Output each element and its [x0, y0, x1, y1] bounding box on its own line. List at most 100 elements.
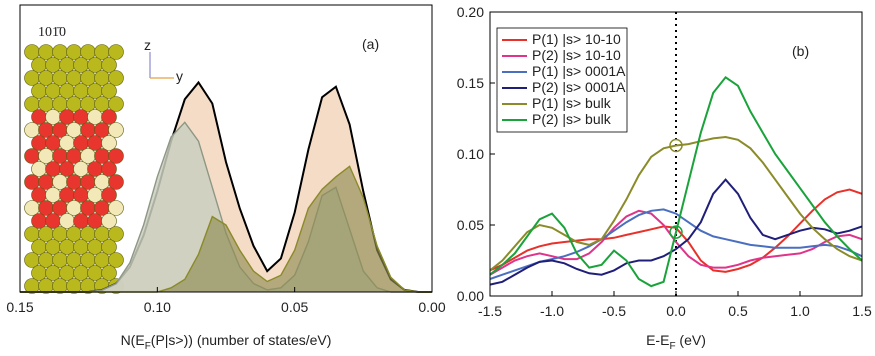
- y-tick-label: 0.10: [457, 146, 484, 162]
- atom: [67, 253, 82, 268]
- x-axis-label: N(EF(P|s>)) (number of states/eV): [121, 332, 332, 352]
- x-tick-label: 0.5: [728, 303, 748, 319]
- atom: [95, 227, 110, 242]
- atom: [67, 71, 82, 86]
- x-tick-label: 0.05: [281, 299, 308, 315]
- atom: [81, 97, 96, 112]
- legend-label: P(1) |s> bulk: [532, 95, 612, 111]
- y-tick-label: 0.00: [457, 288, 484, 304]
- atom: [67, 97, 82, 112]
- atom: [60, 58, 75, 73]
- atom: [88, 266, 103, 281]
- atom: [109, 45, 124, 60]
- legend-label: P(1) |s> 0001A: [532, 63, 626, 79]
- atom: [109, 227, 124, 242]
- atom: [25, 149, 40, 164]
- atom: [67, 201, 82, 216]
- atom: [74, 266, 89, 281]
- atom: [74, 110, 89, 125]
- atom: [95, 45, 110, 60]
- atom: [32, 240, 47, 255]
- atom: [60, 266, 75, 281]
- atom: [67, 123, 82, 138]
- x-tick-label: 1.5: [852, 303, 872, 319]
- atom: [109, 97, 124, 112]
- atom: [32, 214, 47, 229]
- atom: [25, 253, 40, 268]
- structure: [25, 45, 124, 294]
- atom: [95, 71, 110, 86]
- atom: [74, 188, 89, 203]
- atom: [102, 214, 117, 229]
- atom: [53, 149, 68, 164]
- atom: [53, 227, 68, 242]
- atom: [60, 110, 75, 125]
- atom: [25, 227, 40, 242]
- legend-label: P(2) |s> bulk: [532, 111, 612, 127]
- atom: [102, 240, 117, 255]
- atom: [39, 123, 54, 138]
- atom: [88, 84, 103, 99]
- atom: [32, 110, 47, 125]
- atom: [102, 266, 117, 281]
- atom: [81, 123, 96, 138]
- x-axis-label-part: N(E: [121, 332, 145, 348]
- atom: [53, 253, 68, 268]
- atom: [109, 253, 124, 268]
- figure: 101̄0zy0.150.100.050.00N(EF(P|s>)) (numb…: [0, 0, 875, 356]
- x-tick-label: -1.5: [478, 303, 502, 319]
- atom: [39, 227, 54, 242]
- x-axis-label-part: (P|s>)) (number of states/eV): [151, 332, 332, 348]
- atom: [53, 201, 68, 216]
- axis-icon-label: y: [176, 68, 183, 84]
- atom: [102, 162, 117, 177]
- atom: [81, 71, 96, 86]
- atom: [102, 188, 117, 203]
- x-tick-label: 0.0: [666, 303, 686, 319]
- atom: [102, 110, 117, 125]
- y-tick-label: 0.20: [457, 4, 484, 20]
- atom: [88, 162, 103, 177]
- atom: [46, 58, 61, 73]
- legend-label: P(2) |s> 0001A: [532, 79, 626, 95]
- atom: [32, 84, 47, 99]
- atom: [74, 84, 89, 99]
- atom: [46, 266, 61, 281]
- atom: [32, 58, 47, 73]
- atom: [46, 110, 61, 125]
- atom: [74, 58, 89, 73]
- atom: [95, 123, 110, 138]
- atom: [25, 71, 40, 86]
- atom: [60, 162, 75, 177]
- atom: [67, 227, 82, 242]
- atom: [60, 214, 75, 229]
- atom: [109, 201, 124, 216]
- atom: [60, 84, 75, 99]
- atom: [67, 149, 82, 164]
- atom: [60, 136, 75, 151]
- legend-label: P(1) |s> 10-10: [532, 31, 621, 47]
- atom: [39, 149, 54, 164]
- atom: [81, 201, 96, 216]
- atom: [102, 136, 117, 151]
- x-axis-label-part: (eV): [676, 332, 706, 348]
- atom: [53, 45, 68, 60]
- atom: [109, 175, 124, 190]
- atom: [39, 97, 54, 112]
- atom: [88, 136, 103, 151]
- atom: [95, 175, 110, 190]
- atom: [46, 162, 61, 177]
- atom: [25, 97, 40, 112]
- atom: [109, 71, 124, 86]
- atom: [46, 136, 61, 151]
- atom: [81, 45, 96, 60]
- x-tick-label: 0.00: [418, 299, 445, 315]
- x-axis-label-part: E-E: [646, 332, 669, 348]
- atom: [102, 84, 117, 99]
- atom: [39, 201, 54, 216]
- atom: [67, 175, 82, 190]
- atom: [81, 175, 96, 190]
- atom: [53, 175, 68, 190]
- atom: [46, 188, 61, 203]
- panel-label: (b): [792, 43, 809, 59]
